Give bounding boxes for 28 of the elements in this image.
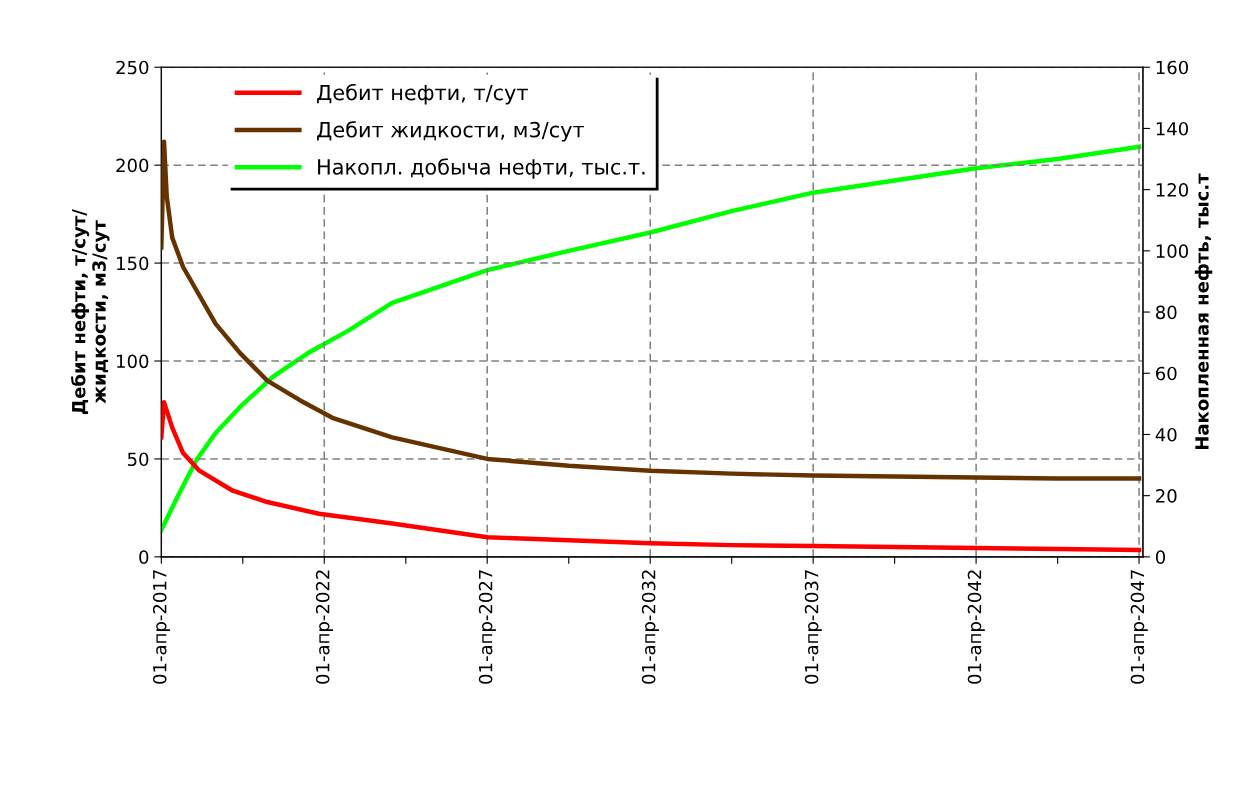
y2-tick-label: 20	[1156, 489, 1177, 503]
y2-tick-label: 100	[1156, 244, 1189, 258]
x-tick-label: 01-апр-2042	[967, 570, 985, 684]
y-axis-title: Дебит нефти, т/сут/ жидкости, м3/сут	[70, 209, 110, 414]
y-tick-label: 150	[117, 256, 149, 271]
y-tick-label: 0	[139, 550, 149, 564]
y2-tick-label: 40	[1155, 427, 1177, 442]
x-tick-label: 01-апр-2037	[804, 570, 822, 684]
legend-label: Накопл. добыча нефти, тыс.т.	[318, 158, 645, 179]
x-tick-label: 01-апр-2017	[152, 570, 171, 684]
legend-label: Дебит нефти, т/сут	[317, 83, 528, 105]
y2-axis-title: Накопленная нефть, тыс.т	[1194, 173, 1213, 450]
y2-tick-label: 60	[1156, 366, 1177, 381]
x-tick-label: 01-апр-2047	[1130, 570, 1148, 684]
y-tick-label: 50	[127, 452, 149, 467]
y2-tick-label: 120	[1156, 183, 1189, 197]
legend-label: Дебит жидкости, м3/сут	[317, 121, 585, 142]
x-tick-label: 01-апр-2032	[641, 570, 659, 684]
line-series	[161, 399, 1142, 553]
y-tick-label: 100	[117, 354, 149, 369]
y-tick-label: 200	[116, 158, 149, 173]
x-tick-label: 01-апр-2027	[478, 570, 496, 684]
y2-tick-label: 0	[1155, 550, 1166, 564]
x-tick-label: 01-апр-2022	[315, 570, 333, 684]
y2-tick-label: 140	[1156, 121, 1189, 136]
y2-tick-label: 160	[1156, 60, 1189, 75]
y2-tick-label: 80	[1155, 305, 1177, 320]
y-tick-label: 250	[116, 60, 149, 75]
